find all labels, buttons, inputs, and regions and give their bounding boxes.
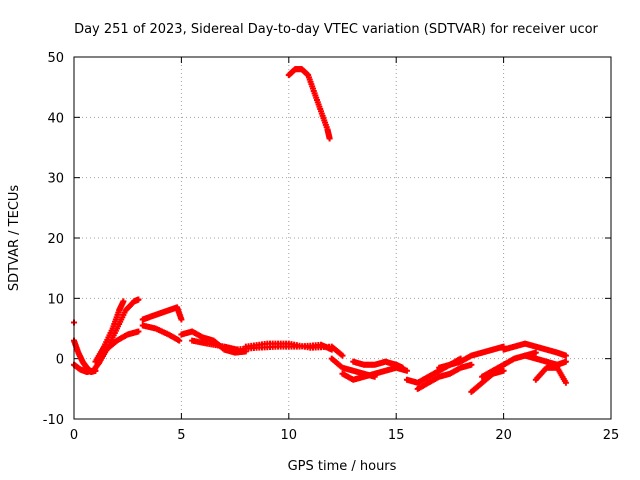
data-point <box>562 352 569 359</box>
data-point <box>135 328 142 335</box>
series-arc-d <box>103 328 142 353</box>
series-arc-k <box>285 66 333 142</box>
data-point <box>92 367 99 374</box>
series-arc-e <box>139 304 185 323</box>
data-point <box>532 349 539 356</box>
y-tick-label: 50 <box>47 51 64 66</box>
x-tick-label: 10 <box>281 428 298 443</box>
data-point <box>339 352 346 359</box>
grid <box>74 57 611 419</box>
plot-frame <box>73 56 612 420</box>
y-axis-title: SDTVAR / TECUs <box>7 185 22 292</box>
series-arc-t <box>500 340 569 359</box>
series-arc-f <box>139 322 183 344</box>
x-tick-label: 20 <box>495 428 512 443</box>
y-tick-label: -10 <box>43 413 64 428</box>
data-point <box>399 364 406 371</box>
data-point <box>562 379 569 386</box>
data-point <box>468 361 475 368</box>
data-point <box>178 316 185 323</box>
x-tick-label: 0 <box>70 428 78 443</box>
data-point <box>176 337 183 344</box>
x-tick-label: 15 <box>388 428 405 443</box>
x-axis-title: GPS time / hours <box>288 459 397 474</box>
series-arc-j <box>242 340 346 359</box>
series-arc-h <box>189 337 241 353</box>
data-marks <box>71 66 569 395</box>
x-tick-label: 5 <box>177 428 185 443</box>
data-point <box>500 367 507 374</box>
data-point <box>135 296 142 303</box>
series-arc-c <box>92 298 127 365</box>
chart-title: Day 251 of 2023, Sidereal Day-to-day VTE… <box>74 22 598 37</box>
x-tick-label: 25 <box>603 428 620 443</box>
series-arc-v <box>532 364 569 386</box>
y-tick-label: 0 <box>56 353 64 368</box>
data-point <box>403 367 410 374</box>
ticks: 0 5 10 15 20 25 -10 0 10 20 30 40 50 <box>43 51 620 443</box>
y-tick-label: 30 <box>47 172 64 187</box>
series-arc-n <box>350 358 406 371</box>
data-point <box>120 298 127 305</box>
series-arc-p <box>414 361 475 392</box>
y-tick-label: 20 <box>47 232 64 247</box>
data-point <box>562 358 569 365</box>
y-tick-label: 10 <box>47 292 64 307</box>
data-point <box>326 135 333 142</box>
y-tick-label: 40 <box>47 111 64 126</box>
